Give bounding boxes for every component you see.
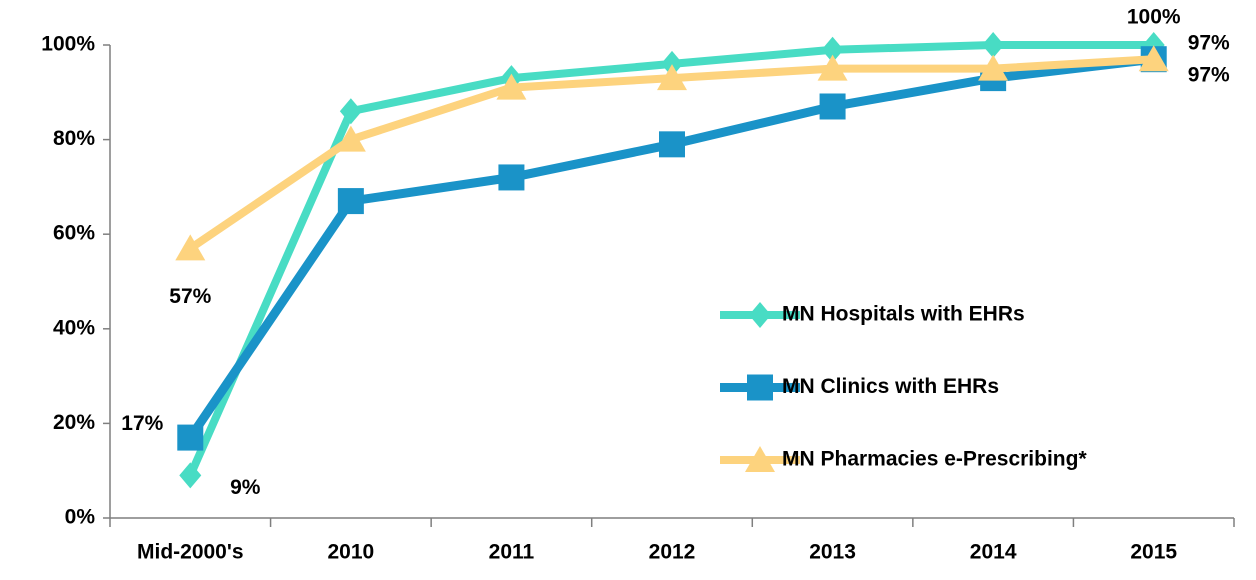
x-tick-label: 2015 [1130, 541, 1177, 564]
legend-label: MN Clinics with EHRs [782, 375, 999, 398]
y-tick-label: 0% [65, 506, 96, 529]
data-label: 100% [1127, 6, 1181, 29]
data-label: 57% [169, 285, 211, 308]
point-marker [337, 188, 364, 215]
point-marker [661, 50, 683, 77]
point-marker [821, 36, 844, 63]
x-tick-label: 2014 [970, 541, 1017, 564]
point-marker [179, 462, 202, 489]
x-tick-label: 2013 [809, 541, 856, 564]
data-label: 97% [1188, 64, 1230, 87]
point-marker [498, 164, 525, 191]
legend-label: MN Pharmacies e-Prescribing* [782, 448, 1087, 471]
data-label: 17% [121, 412, 163, 435]
y-tick-label: 20% [53, 411, 95, 434]
x-tick-label: 2012 [649, 541, 696, 564]
series-line [186, 54, 1155, 441]
x-tick-label: Mid-2000's [137, 541, 244, 564]
legend-marker [747, 374, 773, 401]
x-tick-label: 2010 [327, 541, 374, 564]
point-marker [177, 424, 204, 451]
point-marker [335, 125, 366, 152]
point-marker [339, 98, 362, 125]
series-line [186, 41, 1154, 478]
point-marker [1138, 45, 1169, 72]
point-marker [659, 131, 685, 158]
point-marker [819, 93, 846, 120]
legend-marker [749, 302, 771, 328]
data-label: 9% [230, 476, 261, 499]
point-marker [175, 234, 206, 261]
y-tick-label: 40% [53, 316, 95, 339]
point-marker [978, 54, 1009, 81]
legend-marker [745, 446, 775, 472]
y-tick-label: 100% [41, 33, 95, 56]
x-tick-label: 2011 [489, 541, 535, 564]
y-tick-label: 80% [53, 127, 95, 150]
point-marker [496, 73, 527, 100]
y-tick-label: 60% [53, 222, 95, 245]
data-label: 97% [1188, 32, 1230, 55]
legend-label: MN Hospitals with EHRs [782, 303, 1025, 326]
point-marker [982, 32, 1005, 58]
point-marker [817, 54, 848, 81]
point-marker [657, 64, 687, 91]
